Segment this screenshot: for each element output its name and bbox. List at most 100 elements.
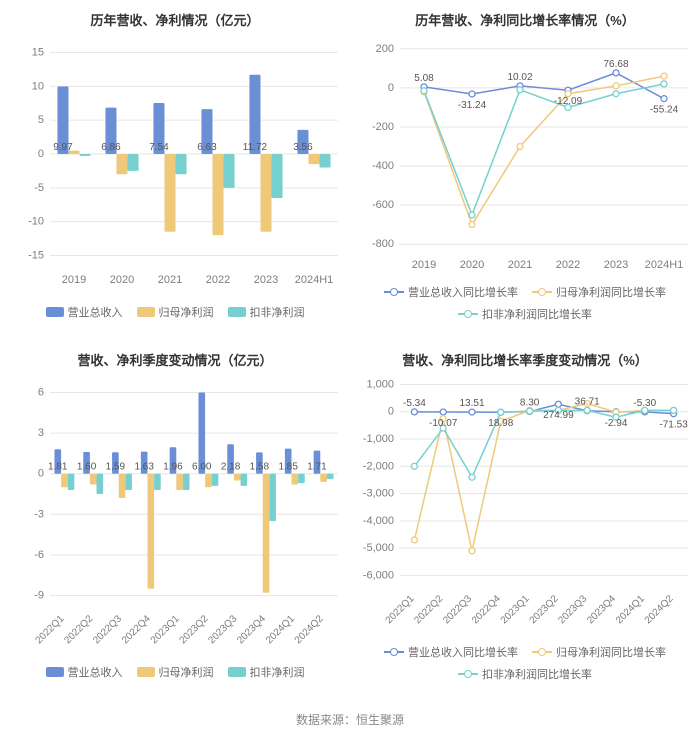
svg-text:2022: 2022	[206, 274, 230, 286]
svg-text:6.00: 6.00	[192, 462, 212, 473]
svg-text:2022Q2: 2022Q2	[62, 613, 95, 646]
svg-text:-6,000: -6,000	[363, 569, 394, 581]
svg-text:2024Q1: 2024Q1	[614, 593, 647, 626]
svg-text:-9: -9	[34, 589, 44, 601]
svg-text:13.51: 13.51	[459, 398, 484, 409]
chart-panel-quarterly-growth: 营收、净利同比增长率季度变动情况（%） -6,000-5,000-4,000-3…	[350, 340, 700, 705]
bar	[90, 474, 97, 485]
chart-panel-annual-values: 历年营收、净利情况（亿元） -15-10-50510159.976.867.54…	[0, 0, 350, 340]
chart-svg: -15-10-50510159.976.867.546.6311.723.562…	[0, 29, 350, 299]
legend-label: 归母净利润	[159, 304, 214, 320]
legend: 营业总收入归母净利润扣非净利润	[0, 664, 350, 680]
svg-text:7.54: 7.54	[149, 142, 169, 153]
bar	[125, 474, 132, 490]
svg-text:2023Q3: 2023Q3	[206, 613, 239, 646]
svg-text:10.02: 10.02	[507, 72, 532, 83]
legend-swatch	[532, 647, 552, 657]
legend-label: 营业总收入	[68, 664, 123, 680]
svg-text:2022Q2: 2022Q2	[412, 593, 445, 626]
legend-label: 扣非净利润同比增长率	[482, 666, 592, 682]
svg-text:8.30: 8.30	[520, 398, 540, 409]
svg-text:3: 3	[38, 427, 44, 439]
marker	[527, 408, 533, 414]
svg-text:-5.34: -5.34	[403, 398, 426, 409]
svg-text:-4,000: -4,000	[363, 515, 394, 527]
legend-swatch	[532, 287, 552, 297]
legend-item: 归母净利润	[137, 664, 214, 680]
legend-swatch	[46, 307, 64, 317]
svg-text:-5,000: -5,000	[363, 542, 394, 554]
legend-swatch	[384, 647, 404, 657]
svg-text:15: 15	[32, 47, 44, 59]
bar	[205, 474, 212, 488]
bar	[80, 154, 91, 156]
svg-text:1.60: 1.60	[77, 462, 97, 473]
marker	[469, 548, 475, 554]
bar	[224, 154, 235, 188]
svg-text:2023: 2023	[604, 259, 628, 271]
marker	[584, 407, 590, 413]
marker	[671, 407, 677, 413]
svg-text:5.08: 5.08	[414, 73, 434, 84]
svg-text:6.86: 6.86	[101, 142, 121, 153]
chart-svg: -9-6-30361.811.601.591.631.966.002.181.5…	[0, 369, 350, 659]
svg-text:2021: 2021	[508, 259, 532, 271]
bar	[147, 474, 154, 589]
svg-text:1.58: 1.58	[250, 462, 270, 473]
marker	[613, 91, 619, 97]
chart-title: 历年营收、净利同比增长率情况（%）	[350, 0, 700, 29]
svg-text:-12.09: -12.09	[554, 96, 583, 107]
svg-text:2022Q4: 2022Q4	[120, 613, 153, 646]
bar	[320, 474, 327, 482]
legend-item: 营业总收入同比增长率	[384, 284, 518, 300]
legend-swatch	[458, 669, 478, 679]
bar	[320, 154, 331, 168]
legend: 营业总收入同比增长率归母净利润同比增长率扣非净利润同比增长率	[350, 284, 700, 322]
svg-text:2022Q1: 2022Q1	[384, 593, 417, 626]
svg-text:2021: 2021	[158, 274, 182, 286]
svg-text:2022: 2022	[556, 259, 580, 271]
svg-text:76.68: 76.68	[603, 59, 628, 70]
svg-text:-5.30: -5.30	[633, 398, 656, 409]
svg-text:1,000: 1,000	[366, 378, 394, 390]
bar	[234, 474, 241, 481]
svg-text:18.98: 18.98	[488, 418, 513, 429]
svg-text:-10.07: -10.07	[429, 418, 458, 429]
bar	[263, 474, 270, 593]
legend: 营业总收入归母净利润扣非净利润	[0, 304, 350, 320]
svg-text:0: 0	[388, 82, 394, 94]
data-source-label: 数据来源：恒生聚源	[0, 711, 700, 728]
marker	[411, 463, 417, 469]
svg-text:2022Q3: 2022Q3	[91, 613, 124, 646]
svg-text:-15: -15	[28, 249, 44, 261]
svg-text:2019: 2019	[412, 259, 436, 271]
legend-label: 归母净利润同比增长率	[556, 284, 666, 300]
svg-text:2020: 2020	[110, 274, 134, 286]
bar	[116, 154, 127, 174]
svg-text:274.99: 274.99	[543, 410, 574, 421]
legend-item: 归母净利润	[137, 304, 214, 320]
marker	[469, 222, 475, 228]
legend-swatch	[228, 307, 246, 317]
svg-text:6: 6	[38, 387, 44, 399]
svg-text:-200: -200	[372, 121, 394, 133]
bar	[176, 154, 187, 174]
svg-text:1.71: 1.71	[307, 462, 327, 473]
bar	[272, 154, 283, 198]
chart-title: 历年营收、净利情况（亿元）	[0, 0, 350, 29]
bar	[260, 154, 271, 232]
marker	[469, 91, 475, 97]
svg-text:1.96: 1.96	[163, 462, 183, 473]
bar	[68, 151, 79, 154]
bar	[176, 474, 183, 490]
svg-text:0: 0	[38, 148, 44, 160]
legend-item: 扣非净利润	[228, 304, 305, 320]
bar	[97, 474, 104, 494]
marker	[498, 409, 504, 415]
legend-swatch	[384, 287, 404, 297]
svg-text:2024Q2: 2024Q2	[293, 613, 326, 646]
legend-swatch	[228, 667, 246, 677]
marker	[469, 212, 475, 218]
bar	[154, 474, 161, 490]
legend-label: 扣非净利润	[250, 304, 305, 320]
